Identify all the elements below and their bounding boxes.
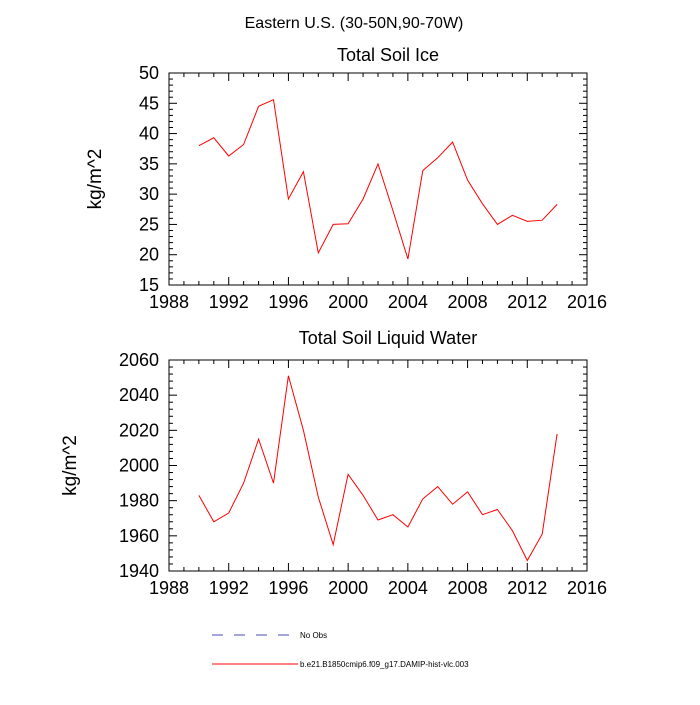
legend: No Obs b.e21.B1850cmip6.f09_g17.DAMIP-his… [212,631,469,669]
y-tick-label: 30 [139,184,159,204]
y-tick-label: 1980 [119,491,159,511]
x-tick-label: 1996 [268,292,308,312]
series-line [198,98,558,260]
x-tick-label: 2000 [328,578,368,598]
panel-2: Total Soil Liquid Water kg/m^2 1988 1992 199… [60,328,607,598]
y-tick-label: 45 [139,93,159,113]
figure-title: Eastern U.S. (30-50N,90-70W) [245,15,464,32]
panel-title: Total Soil Ice [337,45,439,65]
y-tick-label: 2000 [119,456,159,476]
y-tick-label: 2060 [119,350,159,370]
x-tick-label: 2012 [507,292,547,312]
y-tick-label: 20 [139,245,159,265]
x-tick-label: 2016 [567,578,607,598]
x-tick-label: 1992 [209,578,249,598]
x-tick-label: 2008 [448,292,488,312]
plot-frame [168,72,588,286]
x-tick-label: 2008 [448,578,488,598]
y-axis-label: kg/m^2 [60,435,81,496]
y-tick-label: 2020 [119,420,159,440]
x-tick-label: 1988 [149,292,189,312]
y-tick-label: 1960 [119,526,159,546]
series-line [198,375,558,562]
plot-frame [168,359,588,572]
y-tick-label: 15 [139,275,159,295]
x-tick-label: 2004 [388,578,428,598]
x-tick-label: 2016 [567,292,607,312]
panel-title: Total Soil Liquid Water [299,328,477,348]
x-tick-label: 1988 [149,578,189,598]
x-tick-label: 1996 [268,578,308,598]
x-tick-label: 2012 [507,578,547,598]
legend-label: No Obs [300,631,327,640]
x-tick-label: 2004 [388,292,428,312]
x-tick-label: 1992 [209,292,249,312]
y-tick-label: 50 [139,63,159,83]
y-tick-label: 1940 [119,561,159,581]
y-axis-label: kg/m^2 [85,149,106,210]
y-tick-label: 40 [139,124,159,144]
legend-label: b.e21.B1850cmip6.f09_g17.DAMIP-hist-vlc.… [300,660,469,669]
y-tick-label: 2040 [119,385,159,405]
x-tick-label: 2000 [328,292,368,312]
y-tick-label: 25 [139,214,159,234]
panel-1: Total Soil Ice kg/m^2 1988 1992 1996 2000 2004… [85,45,607,312]
y-tick-label: 35 [139,154,159,174]
